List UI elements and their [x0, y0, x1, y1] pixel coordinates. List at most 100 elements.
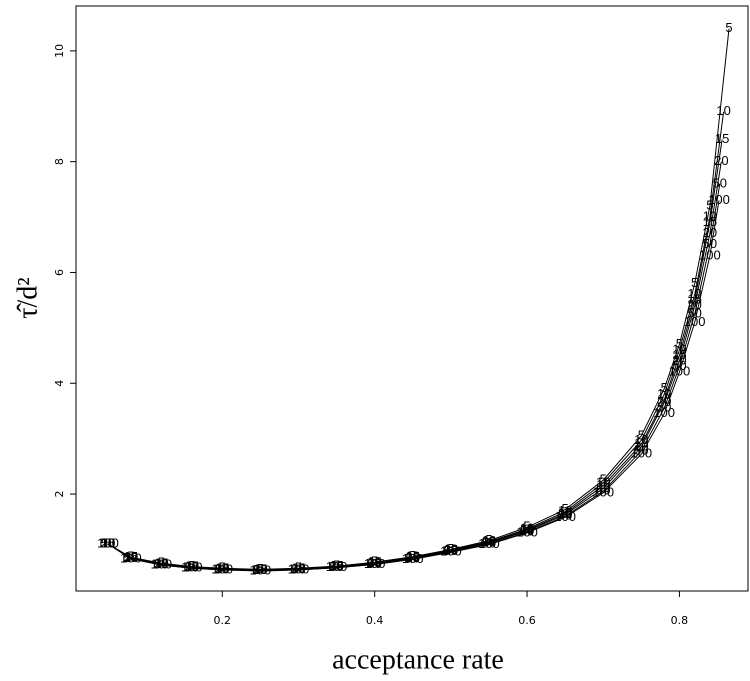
point-label: 15 — [215, 560, 229, 575]
point-label: 50 — [185, 560, 199, 575]
point-label: 15 — [406, 549, 420, 564]
point-label: 10 — [329, 558, 343, 573]
point-label: 5 — [127, 549, 134, 564]
point-label: 15 — [367, 555, 381, 570]
point-label: 15 — [154, 555, 168, 570]
point-label: 5 — [725, 20, 732, 35]
point-label: 50 — [124, 550, 138, 565]
point-label: 5 — [104, 535, 111, 550]
point-label: 50 — [329, 559, 343, 574]
point-label: 100 — [699, 247, 721, 262]
point-label: 50 — [482, 535, 496, 550]
y-tick-label: 6 — [53, 269, 66, 276]
point-label: 5 — [188, 558, 195, 573]
point-label: 20 — [714, 153, 728, 168]
series-line — [107, 183, 721, 572]
point-label: 15 — [124, 549, 138, 564]
point-label: 20 — [406, 550, 420, 565]
point-label: 20 — [329, 559, 343, 574]
point-label: 50 — [596, 483, 610, 498]
point-label: 5 — [676, 336, 683, 351]
point-label: 50 — [291, 561, 305, 576]
point-label: 10 — [154, 555, 168, 570]
point-label: 5 — [158, 555, 165, 570]
point-label: 10 — [291, 560, 305, 575]
point-label: 100 — [592, 484, 614, 499]
y-tick-label: 4 — [53, 380, 66, 387]
point-label: 20 — [124, 550, 138, 565]
point-label: 5 — [706, 197, 713, 212]
x-tick-label: 0.2 — [214, 614, 232, 627]
point-label: 50 — [703, 236, 717, 251]
point-label: 10 — [215, 560, 229, 575]
point-label: 50 — [367, 556, 381, 571]
point-label: 5 — [447, 541, 454, 556]
point-label: 50 — [520, 524, 534, 539]
series-line — [107, 111, 725, 571]
point-label: 100 — [653, 405, 675, 420]
point-label: 10 — [716, 103, 730, 118]
point-label: 50 — [634, 442, 648, 457]
point-label: 100 — [554, 509, 576, 524]
point-label: 50 — [406, 550, 420, 565]
point-label: 50 — [215, 561, 229, 576]
point-label: 5 — [661, 380, 668, 395]
point-label: 15 — [291, 560, 305, 575]
point-label: 100 — [326, 559, 348, 574]
point-label: 20 — [154, 556, 168, 571]
point-label: 20 — [596, 480, 610, 495]
series-line — [107, 161, 722, 572]
point-label: 100 — [150, 556, 172, 571]
point-label: 15 — [185, 559, 199, 574]
point-label: 10 — [367, 554, 381, 569]
point-label: 10 — [253, 561, 267, 576]
point-label: 100 — [478, 536, 500, 551]
point-label: 5 — [295, 560, 302, 575]
point-label: 100 — [250, 562, 272, 577]
point-label: 5 — [638, 427, 645, 442]
point-label: 50 — [713, 175, 727, 190]
point-label: 10 — [124, 549, 138, 564]
point-label: 5 — [257, 561, 264, 576]
point-label: 50 — [687, 305, 701, 320]
point-label: 50 — [253, 562, 267, 577]
point-label: 15 — [596, 477, 610, 492]
point-label: 50 — [444, 543, 458, 558]
point-label: 5 — [371, 554, 378, 569]
point-label: 5 — [691, 275, 698, 290]
plot-frame — [75, 5, 749, 592]
point-label: 100 — [440, 544, 462, 559]
point-label: 15 — [687, 292, 701, 307]
point-label: 5 — [600, 472, 607, 487]
point-label: 20 — [634, 438, 648, 453]
point-label: 100 — [684, 314, 706, 329]
y-tick-label: 8 — [53, 158, 66, 165]
point-label: 100 — [288, 561, 310, 576]
series-line — [107, 139, 723, 571]
x-tick-label: 0.6 — [518, 614, 536, 627]
point-label: 5 — [523, 519, 530, 534]
point-label: 10 — [185, 559, 199, 574]
series-line — [107, 28, 730, 570]
point-label: 100 — [97, 535, 119, 550]
x-tick-label: 0.4 — [366, 614, 384, 627]
point-label: 20 — [367, 555, 381, 570]
point-label: 20 — [185, 559, 199, 574]
point-label: 100 — [364, 556, 386, 571]
series-line — [107, 200, 720, 572]
y-axis-label: τ̂/d² — [12, 277, 43, 318]
x-tick-label: 0.8 — [671, 614, 689, 627]
point-label: 15 — [715, 131, 729, 146]
point-label: 20 — [253, 562, 267, 577]
point-label: 50 — [154, 556, 168, 571]
y-tick-label: 2 — [53, 491, 66, 498]
point-label: 20 — [215, 561, 229, 576]
point-label: 20 — [291, 561, 305, 576]
point-label: 100 — [402, 551, 424, 566]
point-label: 15 — [329, 558, 343, 573]
y-tick-label: 10 — [53, 44, 66, 58]
point-label: 15 — [253, 561, 267, 576]
point-label: 100 — [708, 192, 730, 207]
